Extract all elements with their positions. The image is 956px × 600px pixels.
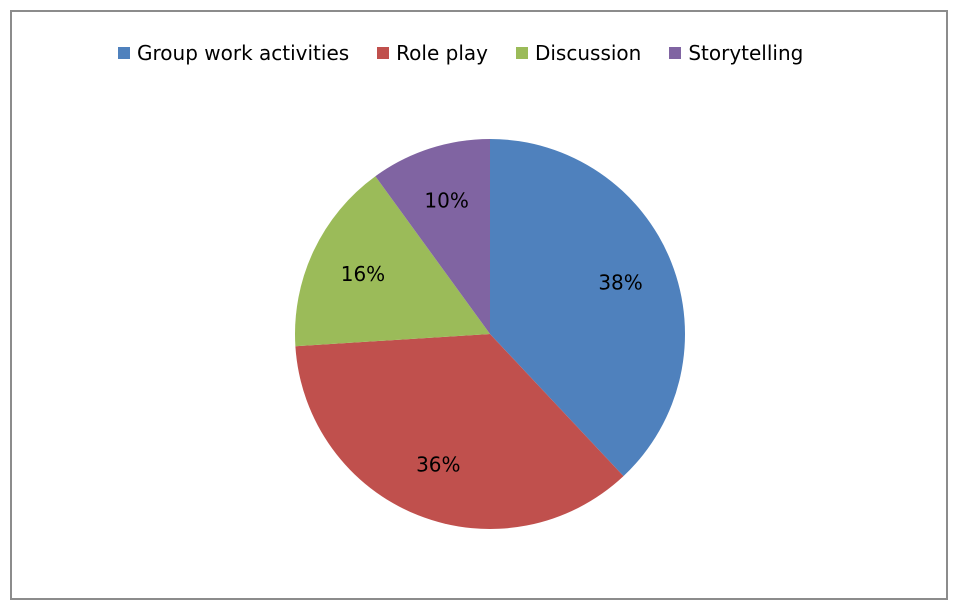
legend-label-discussion: Discussion	[534, 41, 642, 65]
legend-swatch-storytelling	[669, 47, 682, 59]
legend-item-group-work-activities: Group work activities	[118, 41, 349, 65]
pie-slice-storytelling	[375, 139, 490, 334]
legend-item-storytelling: Storytelling	[669, 41, 803, 65]
pie-slice-group-work-activities	[490, 139, 686, 477]
data-label-discussion: 16%	[341, 262, 385, 286]
legend-label-storytelling: Storytelling	[688, 41, 804, 65]
data-label-storytelling: 10%	[424, 188, 468, 212]
legend-label-group-work-activities: Group work activities	[137, 41, 350, 65]
legend-swatch-discussion	[515, 47, 528, 59]
data-label-group-work-activities: 38%	[598, 270, 642, 294]
chart-legend: Group work activities Role play Discussi…	[118, 38, 803, 68]
pie-slice-role-play	[295, 334, 624, 530]
legend-item-discussion: Discussion	[515, 41, 642, 65]
legend-item-role-play: Role play	[377, 41, 488, 65]
legend-swatch-group-work-activities	[118, 47, 130, 59]
legend-label-role-play: Role play	[396, 41, 488, 65]
pie-chart: 38% 36% 16% 10%	[295, 139, 686, 530]
legend-swatch-role-play	[377, 47, 390, 59]
data-label-role-play: 36%	[416, 453, 460, 477]
pie-slice-discussion	[295, 176, 490, 347]
